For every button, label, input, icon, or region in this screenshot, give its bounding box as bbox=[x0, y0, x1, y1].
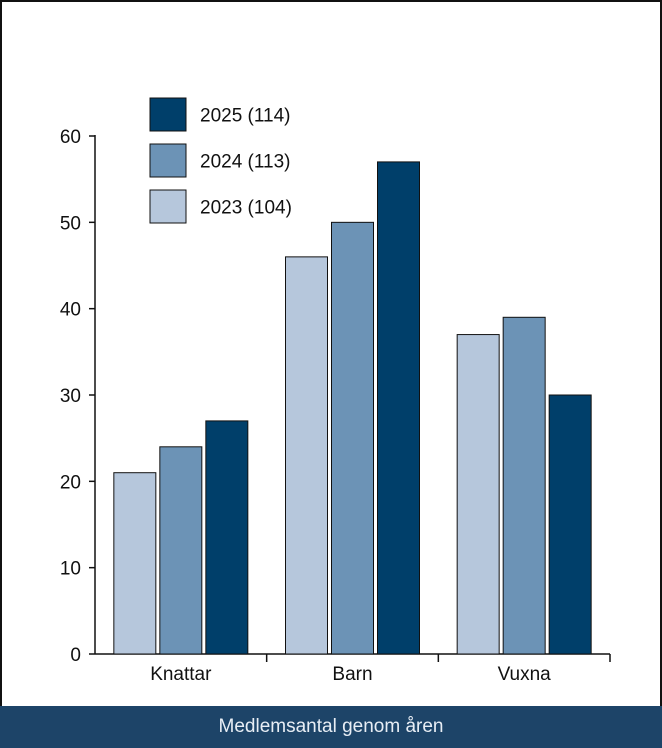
bar bbox=[159, 446, 203, 655]
bar bbox=[205, 420, 249, 655]
legend-swatch bbox=[149, 189, 187, 224]
legend-label: 2024 (113) bbox=[200, 152, 291, 173]
x-tick-label: Barn bbox=[332, 664, 372, 685]
bar bbox=[502, 316, 546, 655]
bar bbox=[377, 161, 420, 655]
legend-label: 2025 (114) bbox=[200, 106, 291, 127]
bar bbox=[285, 256, 328, 655]
y-tick-label: 20 bbox=[60, 472, 81, 493]
x-tick-label: Knattar bbox=[150, 664, 212, 685]
legend-swatch bbox=[149, 97, 187, 132]
y-tick-label: 10 bbox=[60, 559, 81, 580]
bar bbox=[456, 334, 500, 655]
y-tick-label: 50 bbox=[60, 213, 81, 234]
bar-chart: 0 10 20 30 40 50 60 Knattar Barn Vuxna 2025 (114) 2… bbox=[60, 97, 611, 685]
x-tick-label: Vuxna bbox=[498, 664, 552, 685]
bar bbox=[548, 394, 592, 655]
y-tick-label: 40 bbox=[60, 300, 81, 321]
bar bbox=[113, 472, 157, 655]
y-tick-label: 60 bbox=[60, 127, 81, 148]
chart-caption: Medlemsantal genom åren bbox=[0, 706, 662, 748]
y-tick-label: 0 bbox=[70, 645, 81, 666]
legend-swatch bbox=[149, 143, 187, 178]
bar bbox=[331, 221, 374, 655]
y-tick-label: 30 bbox=[60, 386, 81, 407]
legend-label: 2023 (104) bbox=[200, 198, 292, 219]
